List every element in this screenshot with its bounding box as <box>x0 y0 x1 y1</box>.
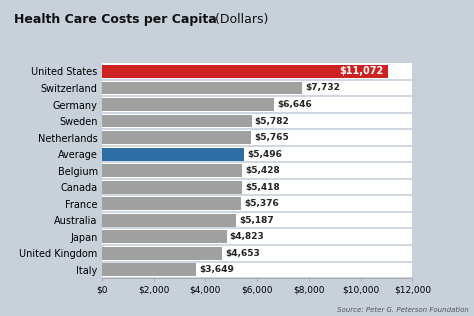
Bar <box>102 148 244 161</box>
Text: $5,376: $5,376 <box>244 199 279 208</box>
Text: Source: Peter G. Peterson Foundation: Source: Peter G. Peterson Foundation <box>337 307 469 313</box>
Text: $3,649: $3,649 <box>200 265 234 274</box>
Text: $5,187: $5,187 <box>239 216 274 225</box>
Bar <box>102 247 222 260</box>
Text: $7,732: $7,732 <box>305 83 340 93</box>
Bar <box>102 164 242 177</box>
Text: $6,646: $6,646 <box>277 100 312 109</box>
Text: Health Care Costs per Capita: Health Care Costs per Capita <box>14 13 217 26</box>
Text: $5,418: $5,418 <box>245 183 280 192</box>
Text: $5,428: $5,428 <box>246 166 280 175</box>
Bar <box>102 65 388 78</box>
Text: $5,765: $5,765 <box>254 133 289 142</box>
Text: $5,782: $5,782 <box>255 117 289 125</box>
Bar <box>102 98 274 111</box>
Text: $4,823: $4,823 <box>230 232 264 241</box>
Text: $5,496: $5,496 <box>247 149 282 159</box>
Bar <box>102 263 196 276</box>
Bar <box>102 197 241 210</box>
Text: (Dollars): (Dollars) <box>211 13 268 26</box>
Text: $4,653: $4,653 <box>226 249 260 258</box>
Bar <box>102 115 252 127</box>
Bar <box>102 214 236 227</box>
Bar <box>102 131 251 144</box>
Bar <box>102 181 242 194</box>
Bar <box>102 230 227 243</box>
Text: $11,072: $11,072 <box>339 66 383 76</box>
Bar <box>102 82 302 94</box>
